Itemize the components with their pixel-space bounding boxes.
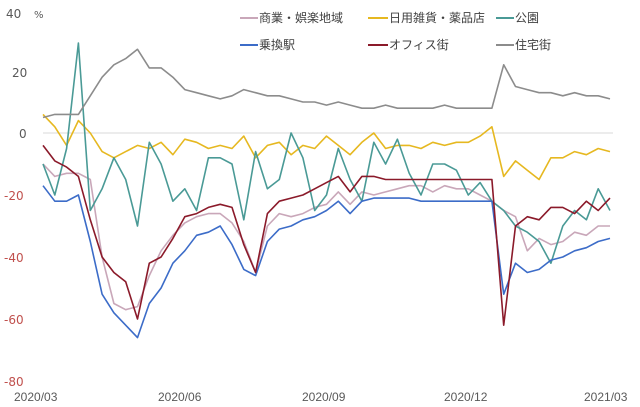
y-axis: 40 % 20 0 -20 -40 -60 -80 [4, 7, 44, 389]
legend-item-parks: 公園 [496, 11, 539, 25]
series-lines [42, 42, 611, 339]
legend-item-commercial: 商業・娯楽地域 [240, 10, 343, 25]
series-line-parks [42, 42, 611, 265]
legend: 商業・娯楽地域 日用雑貨・薬品店 公園 乗換駅 オフィス街 住宅街 [240, 10, 551, 52]
legend-item-workplaces: オフィス街 [368, 38, 449, 52]
legend-label: オフィス街 [389, 38, 449, 52]
x-tick-2020-06: 2020/06 [158, 390, 202, 404]
legend-label: 乗換駅 [259, 38, 295, 52]
x-tick-2020-09: 2020/09 [302, 390, 346, 404]
legend-item-grocery: 日用雑貨・薬品店 [368, 10, 485, 25]
legend-label: 住宅街 [515, 37, 551, 52]
y-tick-minus40: -40 [4, 251, 24, 265]
series-line-transit [42, 185, 611, 339]
legend-label: 商業・娯楽地域 [259, 10, 343, 25]
legend-item-residential: 住宅街 [496, 37, 551, 52]
series-line-grocery [42, 113, 611, 181]
series-line-workplaces [42, 144, 611, 327]
y-tick-minus80: -80 [4, 375, 24, 389]
y-tick-40: 40 [6, 7, 21, 21]
x-tick-2020-03: 2020/03 [14, 390, 58, 404]
series-line-residential [42, 48, 611, 119]
x-axis: 2020/03 2020/06 2020/09 2020/12 2021/03 [14, 390, 628, 404]
y-tick-20: 20 [12, 66, 27, 80]
x-tick-2021-03: 2021/03 [584, 390, 628, 404]
y-tick-minus20: -20 [4, 189, 24, 203]
legend-label: 公園 [515, 11, 539, 25]
y-unit-label: % [34, 10, 44, 21]
legend-label: 日用雑貨・薬品店 [389, 10, 485, 25]
y-tick-0: 0 [19, 127, 27, 141]
series-line-commercial [42, 163, 610, 311]
legend-item-transit: 乗換駅 [240, 38, 295, 52]
x-tick-2020-12: 2020/12 [444, 390, 488, 404]
y-tick-minus60: -60 [4, 313, 24, 327]
